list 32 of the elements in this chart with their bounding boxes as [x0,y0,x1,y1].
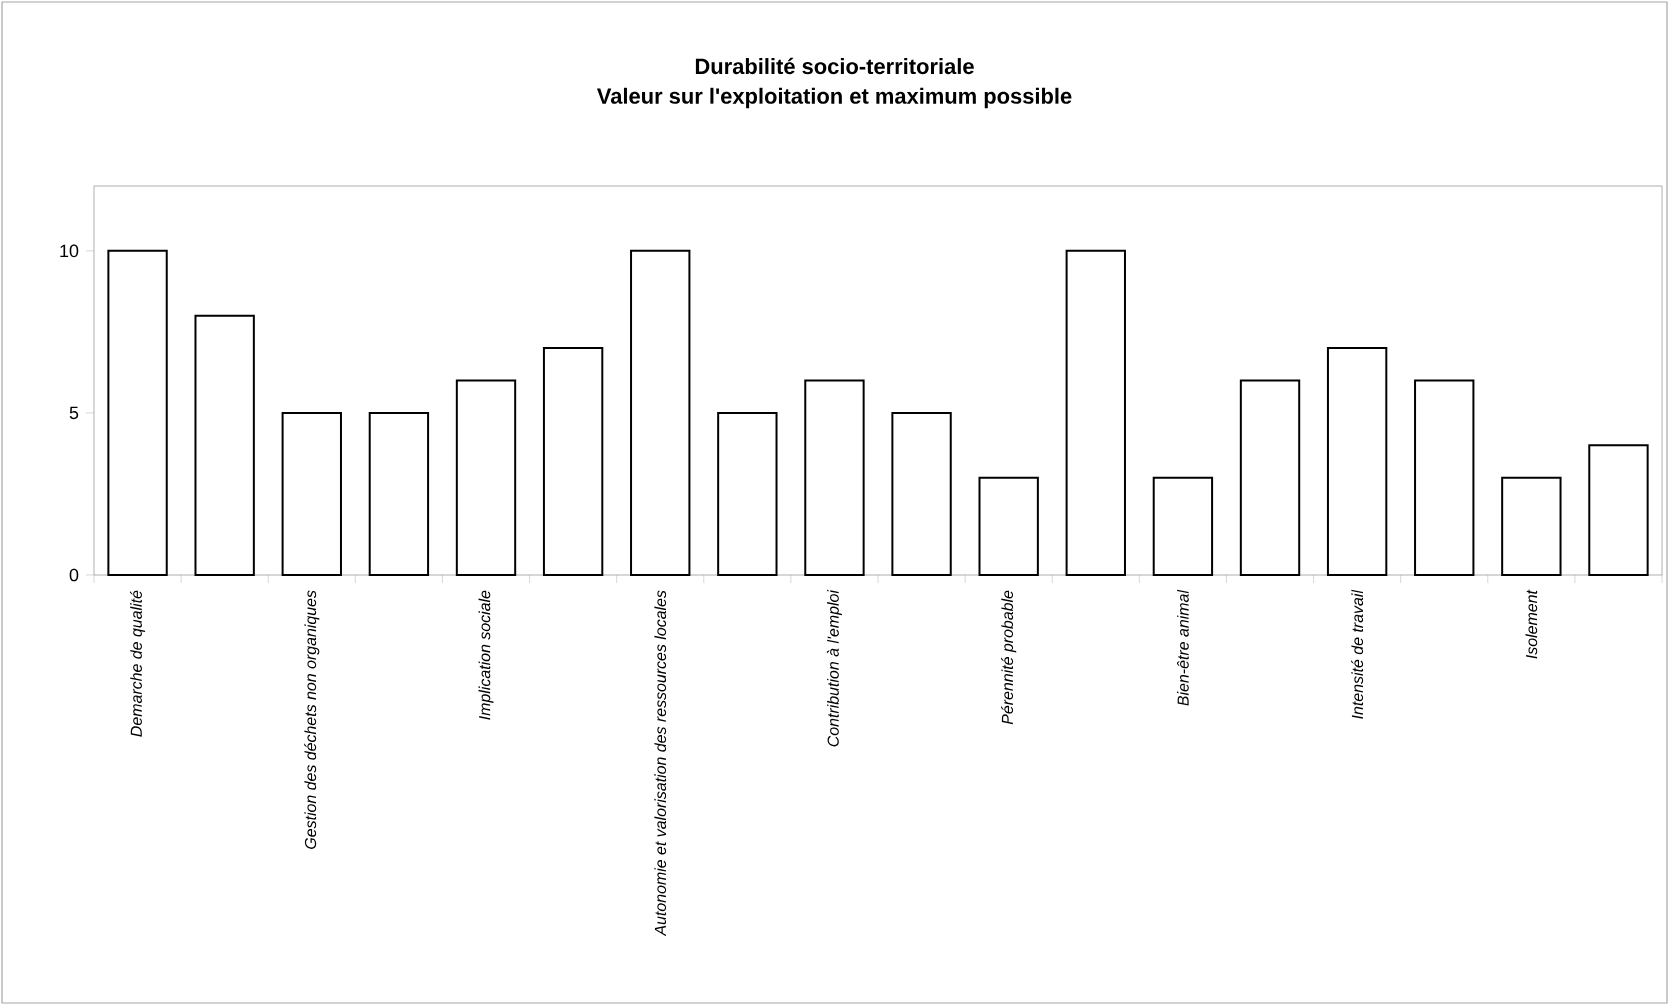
bar [1501,476,1562,576]
y-tick-label: 0 [69,568,79,582]
x-tick-label: Demarche de qualité [130,590,146,737]
x-tick-label: Contribution à l'emploi [826,589,842,747]
bar [1588,444,1649,576]
bar [368,411,430,576]
bar [717,411,778,576]
x-tick-label: Bien-être animal [1177,589,1189,706]
bar [630,249,691,576]
bar [1152,476,1214,576]
x-tick-label: Isolement [1525,589,1538,659]
x-tick-label: Implication sociale [478,590,494,720]
bar [455,379,517,576]
chart-title: Durabilité socio-territoriale [695,57,974,75]
bar [1065,249,1126,576]
bar [1326,347,1388,576]
x-tick-label: Gestion des déchets non organiques [304,590,320,849]
bar [194,314,255,576]
x-tick-label: Intensité de travail [1351,589,1364,719]
bar [804,379,865,576]
y-tick-label: 10 [60,244,79,258]
bar [107,249,168,576]
bar [1414,379,1475,576]
x-tick-label: Pérennité probable [1001,590,1017,725]
bar [1239,379,1301,576]
y-tick-label: 5 [69,406,79,420]
chart-subtitle: Valeur sur l'exploitation et maximum possible [596,87,1072,109]
bar [891,411,952,576]
bar [542,347,604,576]
x-tick-label: Autonomie et valorisation des ressources locales [654,590,667,937]
bar [281,411,342,576]
bar [978,476,1039,576]
